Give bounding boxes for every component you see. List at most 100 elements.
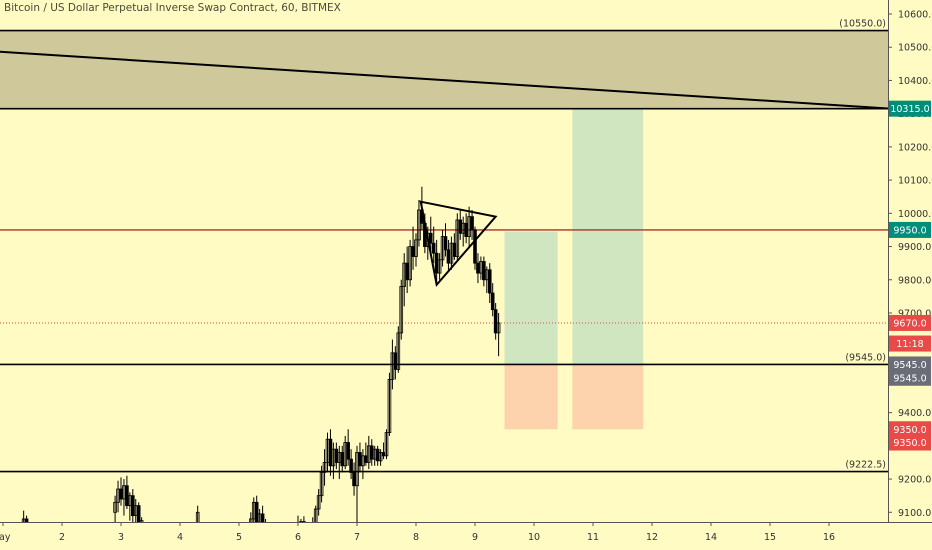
- x-tick-label: 7: [354, 532, 360, 543]
- price-badge-3: 9950.0: [893, 225, 926, 236]
- trend-line: [0, 50, 888, 110]
- candle-body: [254, 501, 259, 522]
- candle-body: [464, 222, 468, 237]
- level-badge-4-bg: [889, 434, 931, 451]
- candle-body: [130, 495, 135, 517]
- candle-body: [405, 262, 409, 281]
- candle-body: [446, 249, 451, 264]
- candle-body: [125, 485, 129, 507]
- level-label-4: (9545.0): [845, 352, 886, 363]
- level-badge-3: 9350.0: [893, 425, 926, 436]
- candle-body: [487, 269, 492, 294]
- candle-body: [302, 521, 306, 522]
- candle-body: [136, 505, 141, 522]
- candle-body: [490, 292, 495, 311]
- countdown-badge-bg: [889, 335, 931, 352]
- current-price-badge: 9670.0: [893, 318, 926, 329]
- candle-body: [396, 332, 401, 370]
- candle-body: [431, 242, 436, 254]
- candle-body: [264, 527, 267, 529]
- candle-body: [311, 524, 314, 527]
- y-tick-label: 9400.0: [898, 408, 931, 419]
- level-label-1: (10550.0): [839, 19, 886, 30]
- candle-body: [443, 236, 448, 251]
- x-tick-label: 2: [59, 532, 65, 543]
- candle-body: [24, 518, 29, 522]
- candle-body: [417, 209, 421, 241]
- candle-body: [313, 508, 318, 522]
- candle-body: [476, 262, 480, 274]
- x-tick-label: 15: [764, 532, 776, 543]
- candle-body: [346, 442, 350, 460]
- y-tick-label: 9700.0: [898, 308, 931, 319]
- candle-body: [358, 452, 362, 467]
- candle-body: [408, 246, 412, 281]
- triangle-pattern: [419, 200, 498, 287]
- y-tick-label: 9900.0: [898, 242, 931, 253]
- candle-body: [364, 455, 368, 463]
- candle-body: [393, 352, 398, 370]
- candle-body: [378, 452, 383, 462]
- stop-zone-1: [504, 364, 558, 430]
- candle-body: [455, 219, 460, 257]
- y-tick-label: 10000.0: [898, 209, 932, 220]
- x-tick-label: 4: [177, 532, 183, 543]
- candle-body: [452, 242, 457, 257]
- candle-body: [437, 259, 442, 274]
- candle-body: [334, 448, 339, 463]
- candle-body: [384, 432, 389, 457]
- y-tick-label: 10100.0: [898, 176, 932, 187]
- price-badge-2-bg: [889, 100, 931, 117]
- candle-body: [352, 472, 356, 487]
- level-badge-4: 9350.0: [893, 438, 926, 449]
- candle-body: [387, 379, 392, 433]
- level-badge-2-bg: [889, 369, 931, 386]
- candle-body: [381, 452, 386, 457]
- candle-body: [369, 445, 374, 460]
- candle-body: [458, 219, 463, 234]
- candle-body: [119, 488, 123, 500]
- level-badge-1-bg: [889, 356, 931, 373]
- candle-body: [493, 309, 498, 334]
- x-tick-label: 16: [823, 532, 835, 543]
- candle-body: [470, 216, 474, 231]
- x-tick-label: 14: [705, 532, 717, 543]
- candle-body: [316, 495, 321, 510]
- candle-body: [21, 518, 26, 522]
- candle-body: [434, 252, 439, 274]
- x-tick-label: 6: [295, 532, 301, 543]
- candle-body: [375, 448, 380, 462]
- level-badge-2: 9545.0: [893, 373, 926, 384]
- price-badge-3-bg: [889, 221, 931, 238]
- level-badge-3-bg: [889, 421, 931, 438]
- candle-body: [411, 246, 415, 257]
- x-tick-label: 3: [118, 532, 124, 543]
- candle-body: [322, 462, 327, 473]
- current-price-badge-bg: [889, 314, 931, 331]
- y-tick-label: 10500.0: [898, 43, 932, 54]
- x-tick-label: ay: [0, 532, 11, 543]
- candle-body: [399, 286, 404, 334]
- y-tick-label: 10600.0: [898, 10, 932, 21]
- level-label-5: (9222.5): [845, 460, 886, 471]
- y-tick-label: 9800.0: [898, 275, 931, 286]
- x-tick-label: 12: [646, 532, 658, 543]
- candle-body: [340, 452, 345, 467]
- candle-body: [248, 518, 253, 522]
- candle-body: [355, 452, 359, 487]
- y-tick-label: 10200.0: [898, 142, 932, 153]
- candle-body: [496, 322, 501, 334]
- resistance-zone: [0, 30, 888, 109]
- candle-body: [113, 501, 117, 513]
- y-tick-label: 10400.0: [898, 76, 932, 87]
- x-tick-label: 5: [236, 532, 242, 543]
- level-badge-1: 9545.0: [893, 360, 926, 371]
- candle-body: [139, 520, 144, 522]
- candle-body: [299, 521, 303, 522]
- plot-group: [0, 29, 888, 529]
- x-tick-label: 11: [587, 532, 599, 543]
- countdown-badge: 11:18: [896, 339, 923, 350]
- y-tick-label: 9100.0: [898, 508, 931, 519]
